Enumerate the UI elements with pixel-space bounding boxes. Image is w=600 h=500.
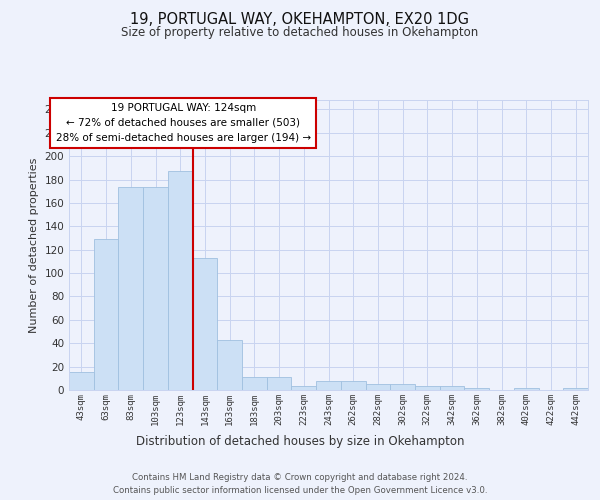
Bar (69, 372, 94, 390)
Bar (242, 377, 267, 390)
Bar (464, 388, 489, 390)
Text: Size of property relative to detached houses in Okehampton: Size of property relative to detached ho… (121, 26, 479, 39)
Text: Distribution of detached houses by size in Okehampton: Distribution of detached houses by size … (136, 435, 464, 448)
Bar (267, 377, 292, 390)
Text: Contains HM Land Registry data © Crown copyright and database right 2024.
Contai: Contains HM Land Registry data © Crown c… (113, 473, 487, 495)
Bar (94, 239, 118, 390)
Bar (440, 386, 464, 390)
Bar (365, 384, 390, 390)
Text: 19 PORTUGAL WAY: 124sqm
← 72% of detached houses are smaller (503)
28% of semi-d: 19 PORTUGAL WAY: 124sqm ← 72% of detache… (56, 103, 311, 142)
Bar (168, 172, 193, 390)
Bar (118, 186, 143, 390)
Bar (217, 340, 242, 390)
Bar (316, 380, 341, 390)
Bar (514, 388, 539, 390)
Bar (143, 186, 168, 390)
Bar (341, 380, 365, 390)
Bar (292, 386, 316, 390)
Y-axis label: Number of detached properties: Number of detached properties (29, 158, 39, 332)
Bar (193, 258, 217, 390)
Bar (563, 388, 588, 390)
Text: 19, PORTUGAL WAY, OKEHAMPTON, EX20 1DG: 19, PORTUGAL WAY, OKEHAMPTON, EX20 1DG (131, 12, 470, 28)
Bar (390, 384, 415, 390)
Bar (415, 386, 440, 390)
